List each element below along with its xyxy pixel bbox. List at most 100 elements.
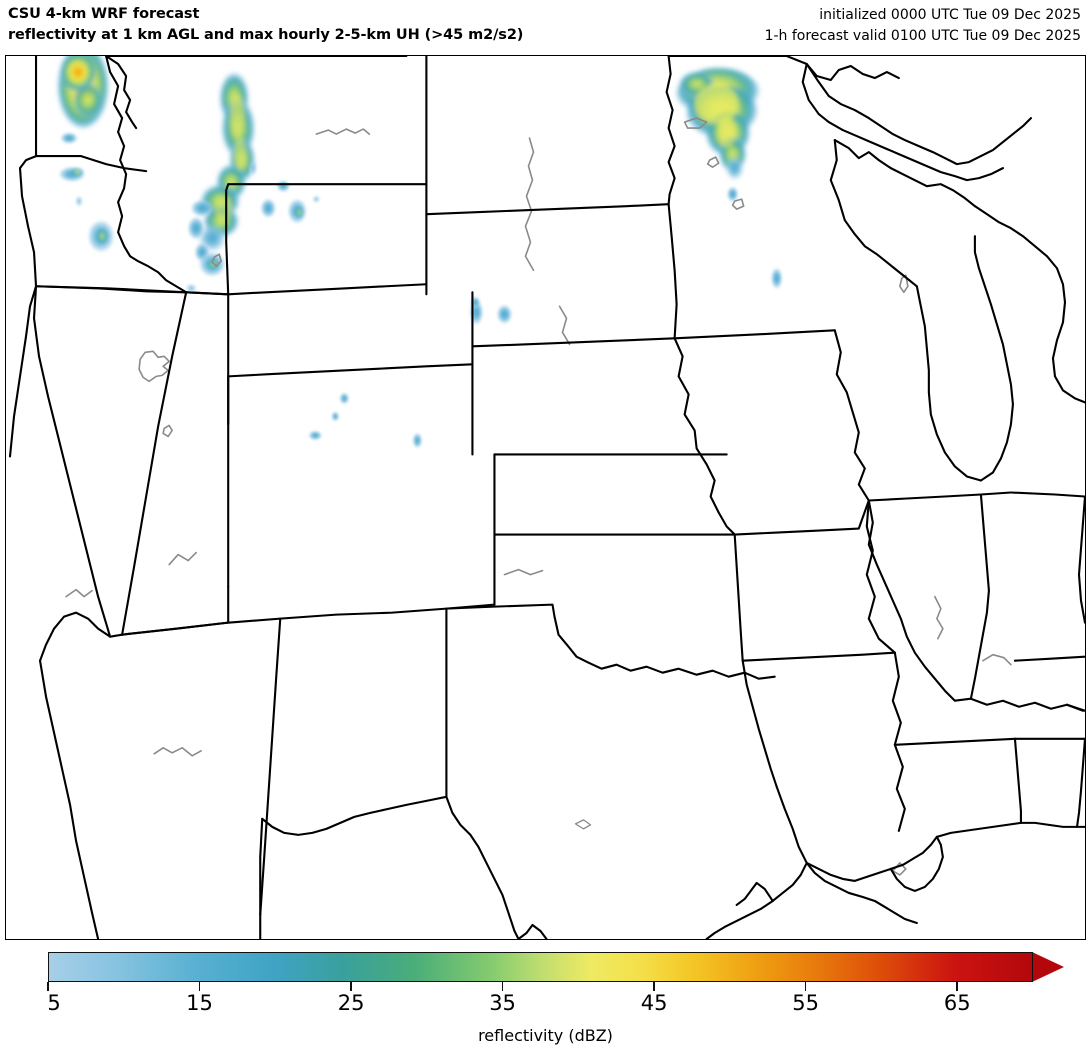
page-title: CSU 4-km WRF forecast [8, 6, 200, 22]
border-ca-nv-diag [32, 285, 112, 638]
border-wi-mi [829, 139, 918, 288]
refl-northern-minnesota-blob [676, 68, 761, 181]
mexico-border-tx-south [517, 923, 548, 939]
border-nv-az [38, 611, 124, 662]
border-ar-ok-tx [741, 659, 778, 788]
border-nv-ut [121, 291, 188, 636]
missouri-river-sd [558, 305, 571, 346]
colorbar-label: reflectivity (dBZ) [478, 1026, 613, 1045]
refl-montana-east-cells [249, 160, 321, 225]
border-mn-canada [667, 56, 900, 82]
refl-idaho-small-cells [58, 132, 116, 254]
border-ms-al [1013, 737, 1022, 824]
border-wi-il [867, 491, 1012, 502]
border-tn-south-al [1013, 655, 1085, 662]
valid-time: 1-h forecast valid 0100 UTC Tue 09 Dec 2… [764, 28, 1081, 44]
utah-lake [162, 424, 173, 438]
lake-of-the-woods [683, 117, 708, 129]
texas-coast [805, 861, 918, 925]
border-ia-mo [733, 499, 870, 536]
border-ia-il-miss [833, 329, 870, 502]
header-info-block: initialized 0000 UTC Tue 09 Dec 2025 1-h… [765, 5, 1081, 47]
header: CSU 4-km WRF forecast reflectivity at 1 … [0, 0, 1091, 55]
texas-gulf-coast [705, 861, 808, 939]
reflectivity-field [57, 56, 783, 449]
lake-superior-south [801, 62, 1004, 182]
texas-rio-grande-w [261, 795, 448, 836]
colorbar-tick-mark [501, 982, 504, 991]
lake-michigan-west [915, 285, 982, 482]
texas-mexico-border [445, 795, 520, 939]
great-salt-lake [138, 350, 170, 383]
border-or-coast [18, 167, 38, 288]
refl-utah-colorado-cells [308, 392, 423, 449]
colorbar-tick-labels: 5 15 25 35 45 55 65 [5, 991, 1086, 1021]
border-mt-wy-step [225, 183, 428, 296]
lake-powell [168, 551, 197, 566]
ms-al-fl-coast [935, 821, 1085, 838]
lake-michigan-east [973, 235, 1014, 482]
colorbar-tick-label: 15 [186, 991, 213, 1015]
ohio-river [934, 595, 944, 640]
border-nd-sd [425, 203, 670, 216]
state-borders [8, 56, 1085, 939]
colorbar-ticks [5, 982, 1086, 994]
map-panel [5, 55, 1086, 940]
colorbar-tick-mark [47, 982, 49, 991]
conus-map [8, 56, 1085, 939]
water-features [65, 117, 1012, 876]
border-oh-river [1077, 495, 1085, 624]
refl-north-idaho-panhandle-core [57, 56, 110, 130]
border-tn-north [1065, 703, 1085, 712]
border-mt-south [185, 283, 428, 296]
border-idaho-mt-upper [105, 56, 138, 130]
missouri-river-upper [315, 128, 371, 135]
colorbar: 5 15 25 35 45 55 65 reflectivity (dBZ) [5, 950, 1086, 1050]
border-mo-ar [741, 651, 896, 662]
leech-lake [706, 156, 720, 168]
texas-lake [574, 819, 592, 830]
colorbar-tick-label: 45 [640, 991, 668, 1015]
missouri-river-dakotas [524, 137, 535, 272]
border-az-nm [259, 617, 282, 917]
border-ia-ne-mo [673, 337, 736, 536]
border-wy-south [227, 363, 474, 378]
border-co-south [279, 603, 496, 620]
border-ca-coast [8, 285, 38, 458]
colorbar-tick-mark [804, 982, 807, 991]
colorbar-tick-label: 65 [943, 991, 971, 1015]
border-sd-ne [471, 337, 676, 348]
border-michigan-east [973, 205, 1085, 404]
border-il-in [969, 493, 990, 700]
colorbar-tick-label: 55 [792, 991, 820, 1015]
colorbar-tick-mark [653, 982, 655, 991]
colorbar-tick-mark [956, 982, 959, 991]
colorbar-extend-arrow [1032, 952, 1064, 982]
border-ar-la [893, 737, 1016, 746]
border-in-oh [1009, 491, 1085, 498]
refl-montana-western-fringe [185, 199, 227, 294]
border-washington [18, 56, 38, 170]
colorbar-tick-label: 35 [489, 991, 516, 1015]
border-mo-ms-river [865, 499, 896, 654]
nm-mexico-border [259, 817, 264, 939]
lake-superior-shore [805, 62, 1033, 166]
mississippi-delta [889, 835, 944, 892]
colorbar-tick-label: 5 [47, 991, 61, 1015]
border-in-ky [969, 697, 1085, 712]
border-sd-mn [667, 203, 678, 340]
header-title-block: CSU 4-km WRF forecast reflectivity at 1 … [8, 4, 523, 46]
border-nd-mn [665, 56, 676, 206]
border-idaho-east [105, 56, 188, 294]
border-la-tx [775, 785, 808, 864]
border-ar-tn-ms [891, 651, 906, 832]
tennessee-river [982, 653, 1012, 666]
colorbar-tick-mark [198, 982, 201, 991]
lake-mead [153, 746, 202, 757]
border-ut-co-az-nm [121, 585, 230, 636]
border-mn-ia [673, 329, 836, 340]
flathead-lake [211, 253, 223, 268]
refl-south-dakota-cells [469, 296, 513, 326]
red-river-tx [503, 568, 544, 576]
